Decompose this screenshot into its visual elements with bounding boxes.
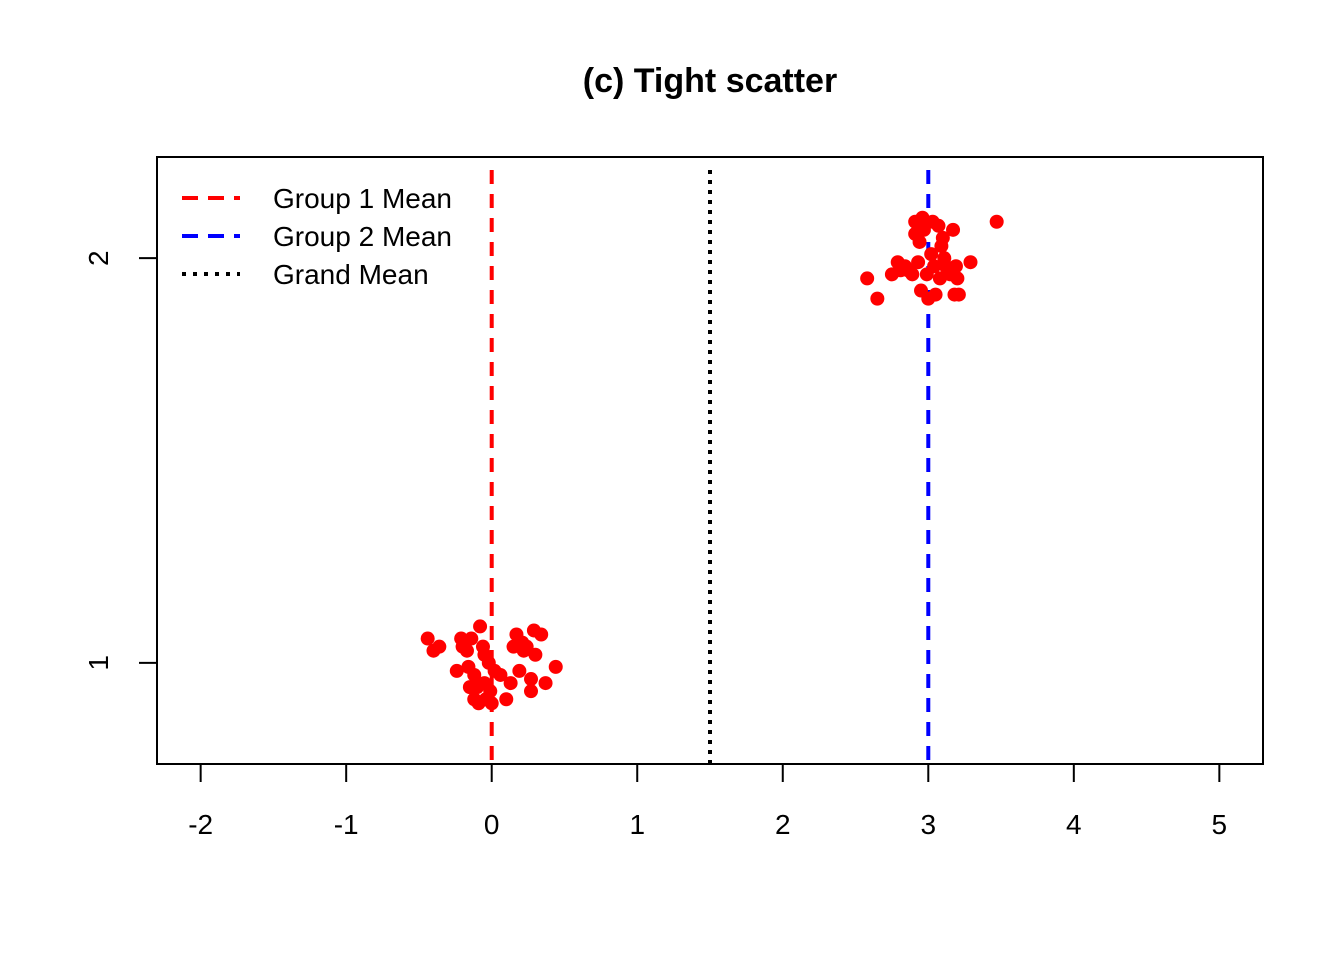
- data-point: [503, 676, 518, 691]
- x-tick-label: 5: [1212, 809, 1228, 840]
- data-point: [459, 643, 474, 658]
- data-point: [464, 631, 479, 646]
- legend-label: Group 2 Mean: [273, 221, 452, 252]
- data-points: [420, 210, 1004, 711]
- data-point: [499, 692, 514, 707]
- legend-label: Group 1 Mean: [273, 183, 452, 214]
- data-point: [420, 631, 435, 646]
- y-axis: 12: [83, 250, 158, 671]
- data-point: [924, 247, 939, 262]
- data-point: [484, 696, 499, 711]
- data-point: [931, 218, 946, 233]
- data-point: [946, 222, 961, 237]
- data-point: [989, 214, 1004, 229]
- data-point: [911, 255, 926, 270]
- x-axis: -2 -1 0 1 2 3 4 5: [188, 763, 1228, 840]
- data-point: [912, 234, 927, 249]
- x-tick-label: 4: [1066, 809, 1082, 840]
- legend-label: Grand Mean: [273, 259, 429, 290]
- data-point: [870, 291, 885, 306]
- data-point: [432, 639, 447, 654]
- x-tick-label: -2: [188, 809, 213, 840]
- data-point: [927, 259, 942, 274]
- data-point: [948, 259, 963, 274]
- data-point: [512, 663, 527, 678]
- data-point: [951, 287, 966, 302]
- data-point: [528, 647, 543, 662]
- data-point: [483, 684, 498, 699]
- data-point: [928, 287, 943, 302]
- y-tick-label: 2: [83, 250, 114, 266]
- data-point: [860, 271, 875, 286]
- reference-lines: [489, 170, 931, 764]
- x-tick-label: -1: [334, 809, 359, 840]
- y-tick-label: 1: [83, 655, 114, 671]
- data-point: [524, 684, 539, 699]
- data-point: [548, 659, 563, 674]
- legend: Group 1 Mean Group 2 Mean Grand Mean: [182, 183, 452, 290]
- x-tick-label: 3: [921, 809, 937, 840]
- data-point: [935, 230, 950, 245]
- chart-title: (c) Tight scatter: [583, 62, 837, 100]
- data-point: [950, 271, 965, 286]
- x-tick-label: 0: [484, 809, 500, 840]
- x-tick-label: 1: [629, 809, 645, 840]
- data-point: [905, 267, 920, 282]
- data-point: [473, 619, 488, 634]
- data-point: [534, 627, 549, 642]
- data-point: [963, 255, 978, 270]
- data-point: [467, 667, 482, 682]
- data-point: [538, 676, 553, 691]
- data-point: [493, 667, 508, 682]
- x-tick-label: 2: [775, 809, 791, 840]
- data-point: [524, 672, 539, 687]
- data-point: [449, 663, 464, 678]
